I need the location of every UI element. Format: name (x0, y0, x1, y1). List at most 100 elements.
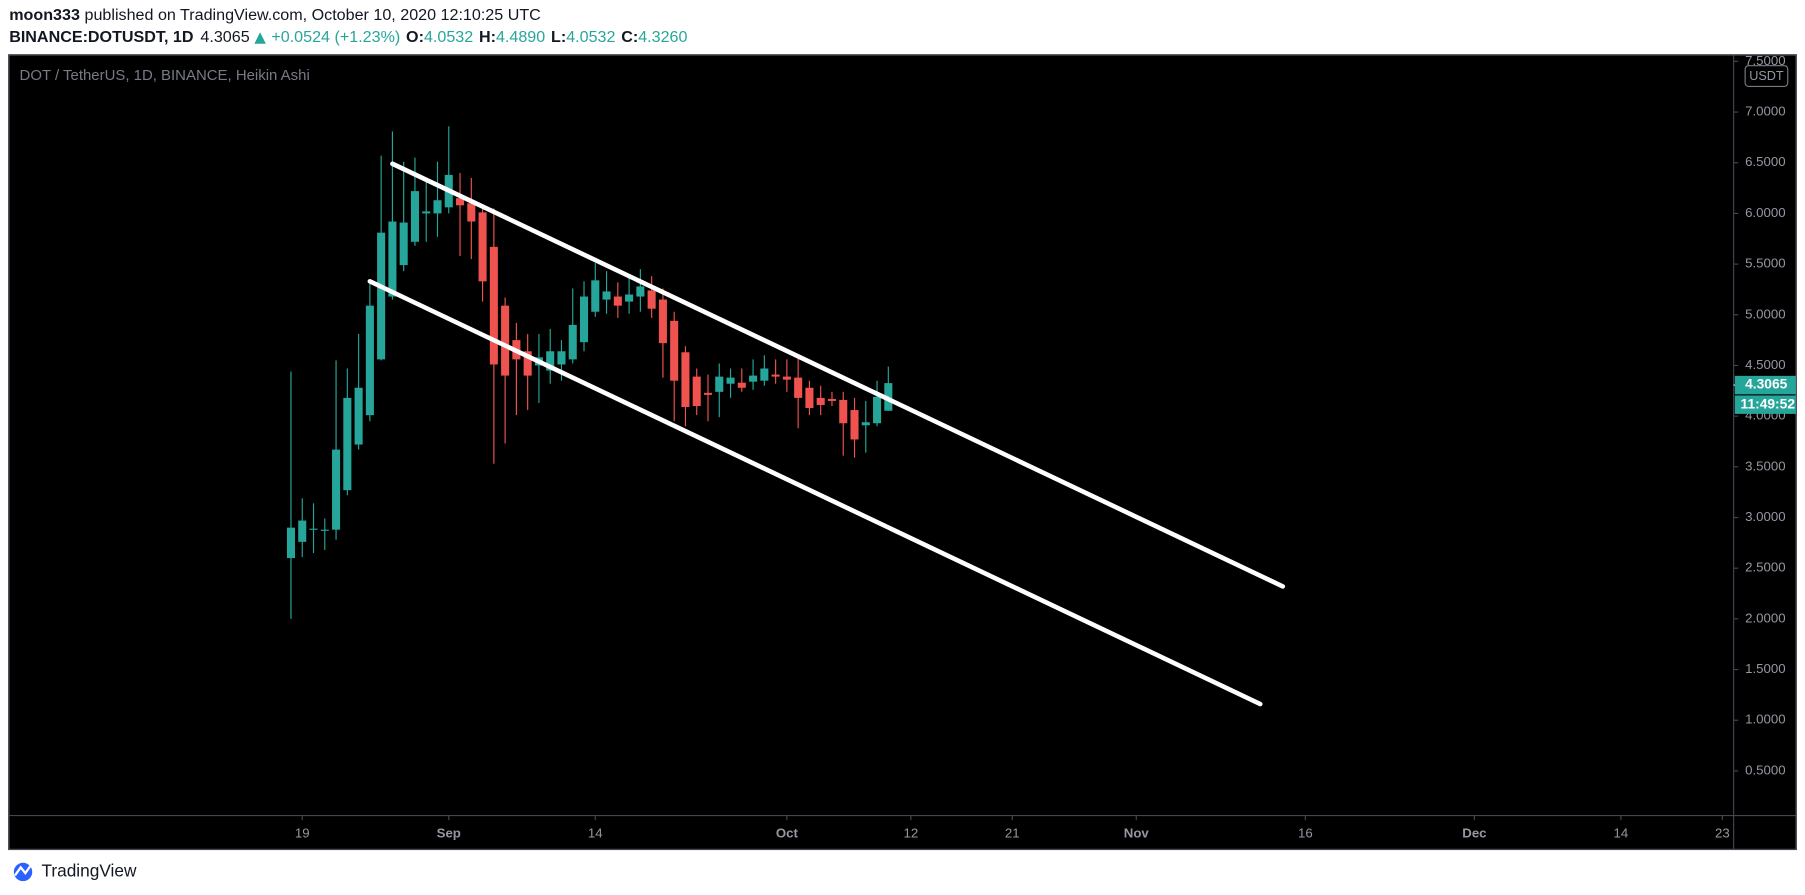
currency-badge (1744, 65, 1789, 87)
x-tick-label: 14 (588, 825, 603, 840)
ohlc-label: C: (621, 28, 638, 46)
symbol-line: BINANCE:DOTUSDT, 1D 4.3065 +0.0524 (+1.23… (9, 28, 687, 46)
candle-body (715, 376, 724, 392)
logo-icon (14, 864, 33, 877)
candle-body (433, 200, 442, 214)
x-tick-label: 14 (1614, 825, 1629, 840)
candle-body (692, 376, 701, 407)
candle-body (332, 449, 341, 530)
y-tick-label: 7.0000 (1745, 104, 1785, 119)
y-tick-label: 2.0000 (1745, 610, 1785, 625)
trend-line (367, 279, 1263, 707)
candle-body (298, 520, 307, 542)
countdown-label: 11:49:52 (1741, 395, 1796, 411)
candle-body (816, 397, 825, 405)
candle-body (613, 296, 622, 306)
up-arrow-icon (254, 32, 266, 44)
x-tick-label: Nov (1124, 825, 1150, 840)
candle-body (478, 212, 487, 282)
candle-body (320, 529, 329, 531)
candle-body (591, 280, 600, 312)
candle-body (703, 392, 713, 395)
y-tick-label: 6.5000 (1745, 154, 1785, 169)
x-tick-label: Sep (437, 825, 461, 840)
candle-body (343, 397, 352, 491)
candle-body (794, 377, 803, 398)
candle-body (568, 324, 577, 360)
x-tick-label: 12 (904, 825, 919, 840)
ohlc-label: O: (406, 28, 424, 46)
candle-body (489, 246, 498, 365)
spacer (266, 28, 269, 46)
change: +0.0524 (+1.23%) (271, 28, 400, 46)
y-tick-label: 5.5000 (1745, 256, 1785, 271)
candle-body (670, 320, 679, 381)
brand-name: TradingView (41, 861, 137, 881)
candle-body (602, 291, 611, 300)
candle-body (422, 211, 431, 214)
price-axis (1733, 55, 1796, 816)
candle-body (377, 232, 386, 360)
ohlc-value: 4.3260 (638, 28, 687, 46)
publish-line: moon333 published on TradingView.com, Oct… (9, 6, 541, 24)
y-tick-label: 6.0000 (1745, 205, 1785, 220)
candle-body (782, 376, 791, 380)
candle-body (354, 387, 363, 445)
candle-body (658, 299, 667, 344)
candle-body (647, 290, 656, 309)
countdown-box (1734, 395, 1796, 414)
last-price-box (1734, 375, 1796, 395)
candle-body (546, 351, 555, 371)
candle-body (286, 527, 296, 559)
x-tick-label: 19 (295, 825, 310, 840)
candle-body (399, 222, 408, 266)
candle-body (737, 382, 746, 388)
x-tick-label: 21 (1005, 825, 1020, 840)
candle-body (579, 296, 589, 343)
y-tick-label: 7.5000 (1745, 53, 1785, 68)
candle-body (861, 422, 870, 426)
candle-body (467, 203, 476, 222)
brand-logo (13, 862, 33, 882)
y-tick-label: 1.5000 (1745, 661, 1785, 676)
candle-body (805, 387, 814, 409)
ohlc-value: 4.0532 (566, 28, 615, 46)
y-tick-label: 3.0000 (1745, 509, 1785, 524)
candle-body (839, 399, 848, 424)
plot-area (9, 55, 1734, 816)
price: 4.3065 (200, 28, 249, 46)
published: published on TradingView.com, October 10… (85, 6, 542, 24)
x-tick-label: Oct (776, 825, 799, 840)
candle-body (388, 221, 397, 297)
candle-body (681, 352, 690, 408)
candle-body (726, 377, 735, 384)
ohlc-value: 4.4890 (496, 28, 545, 46)
ohlc-label: H: (479, 28, 496, 46)
x-tick-label: 16 (1298, 825, 1313, 840)
ohlc-value: 4.0532 (424, 28, 473, 46)
candle-body (760, 368, 769, 381)
candle-body (309, 528, 318, 530)
symbol: BINANCE:DOTUSDT, 1D (9, 28, 193, 46)
candle-body (636, 286, 645, 297)
candle-body (557, 351, 566, 365)
y-tick-label: 2.5000 (1745, 560, 1785, 575)
candle-body (501, 305, 510, 376)
candle-body (410, 191, 419, 242)
plot (286, 126, 1286, 707)
candle-body (456, 198, 465, 206)
candle-body (873, 396, 882, 424)
x-tick-label: Dec (1462, 825, 1486, 840)
symbol-info: BINANCE:DOTUSDT, 1D 4.3065 +0.0524 (+1.23… (9, 28, 687, 46)
last-price-label: 4.3065 (1745, 376, 1788, 392)
y-tick-label: 4.5000 (1745, 357, 1785, 372)
trend-line (390, 161, 1286, 589)
x-tick-label: 23 (1715, 825, 1730, 840)
y-tick-label: 3.5000 (1745, 458, 1785, 473)
currency-label: USDT (1749, 69, 1784, 83)
time-axis (9, 815, 1796, 849)
y-tick-label: 1.0000 (1745, 712, 1785, 727)
candle-body (771, 374, 780, 377)
